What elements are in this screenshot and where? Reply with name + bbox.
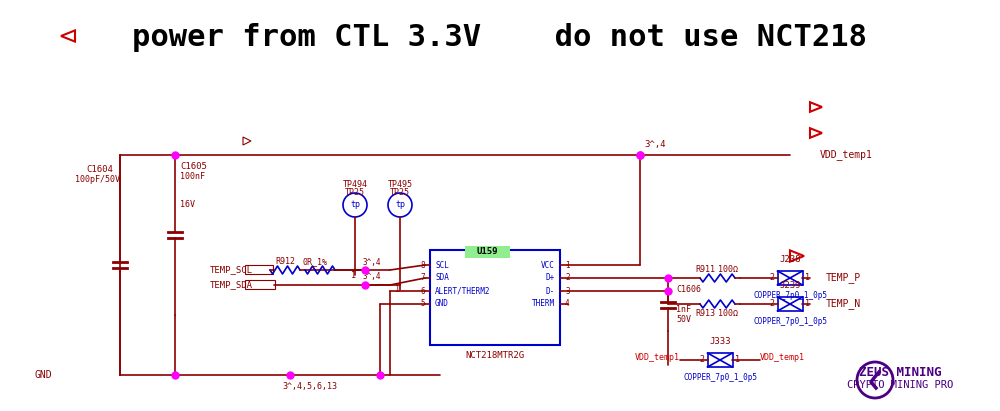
Text: SDA: SDA [435,273,449,282]
Text: COPPER_7p0_1_0p5: COPPER_7p0_1_0p5 [753,318,827,326]
Text: 2: 2 [700,356,704,365]
Text: 100Ω: 100Ω [718,309,738,318]
Text: TEMP_N: TEMP_N [826,298,861,309]
Text: ZEUS MINING: ZEUS MINING [859,365,941,379]
Text: 3^,4: 3^,4 [363,272,381,282]
Text: J238: J238 [779,256,801,265]
Text: NCT218MTR2G: NCT218MTR2G [465,351,525,360]
Text: D+: D+ [546,273,555,282]
Text: power from CTL 3.3V    do not use NCT218: power from CTL 3.3V do not use NCT218 [132,23,868,53]
Text: VCC: VCC [541,261,555,270]
Text: 100nF: 100nF [180,173,205,182]
Text: VDD_temp1: VDD_temp1 [635,353,680,363]
Text: 3^,4,5,6,13: 3^,4,5,6,13 [283,383,338,392]
Text: 3: 3 [565,286,570,296]
Text: R912: R912 [275,258,295,266]
Text: TP494: TP494 [342,180,368,189]
Text: R911: R911 [695,265,715,273]
Text: 16V: 16V [180,201,195,210]
Text: U159: U159 [476,247,498,256]
Text: ALERT/THERM2: ALERT/THERM2 [435,286,490,296]
Text: C1606: C1606 [676,286,701,295]
Text: TEMP_SDA: TEMP_SDA [210,280,253,289]
Text: 3^,4: 3^,4 [363,258,381,266]
Text: tp: tp [395,201,405,210]
Text: 0R_1%: 0R_1% [302,258,328,266]
Text: J239: J239 [779,282,801,291]
Text: COPPER_7p0_1_0p5: COPPER_7p0_1_0p5 [753,291,827,300]
Text: 3^,4: 3^,4 [644,141,666,150]
Text: D-: D- [546,286,555,296]
Text: TP495: TP495 [388,180,413,189]
Text: VDD_temp1: VDD_temp1 [760,353,805,363]
Text: TP25: TP25 [345,189,365,198]
Text: CRYPTO MINING PRO: CRYPTO MINING PRO [847,380,953,390]
Text: 1: 1 [806,273,810,282]
Bar [465,246,510,258]
Text: TEMP_SCL: TEMP_SCL [210,266,253,275]
Text: GND: GND [435,300,449,309]
Bar [245,280,275,289]
Text: COPPER_7p0_1_0p5: COPPER_7p0_1_0p5 [683,374,757,383]
Text: 1: 1 [396,286,400,295]
Text: 1: 1 [736,356,740,365]
Text: 2: 2 [565,273,570,282]
Text: 1nF: 1nF [676,305,691,314]
Text: 5: 5 [420,300,425,309]
Text: GND: GND [34,370,52,380]
Text: 2: 2 [770,300,774,309]
Text: C1604: C1604 [87,166,113,175]
Text: 1: 1 [351,270,356,279]
Text: 50V: 50V [676,314,691,323]
Bar [245,265,273,274]
Text: J333: J333 [709,337,731,346]
Bar [778,297,802,311]
Text: VDD_temp1: VDD_temp1 [820,150,873,160]
Text: R913: R913 [695,309,715,318]
Text: 8: 8 [420,261,425,270]
Text: TEMP_P: TEMP_P [826,272,861,284]
Text: 4: 4 [565,300,570,309]
Text: 6: 6 [420,286,425,296]
Text: TP25: TP25 [390,189,410,198]
Text: tp: tp [350,201,360,210]
Text: 100pF/50V: 100pF/50V [76,175,120,185]
Text: 2: 2 [770,273,774,282]
Text: 100Ω: 100Ω [718,265,738,273]
Text: 1: 1 [565,261,570,270]
Bar [708,353,732,367]
Text: C1605: C1605 [180,162,207,171]
Text: THERM: THERM [532,300,555,309]
Text: 7: 7 [420,273,425,282]
Bar [430,250,560,345]
Bar [778,271,802,285]
Text: 1: 1 [806,300,810,309]
Text: SCL: SCL [435,261,449,270]
